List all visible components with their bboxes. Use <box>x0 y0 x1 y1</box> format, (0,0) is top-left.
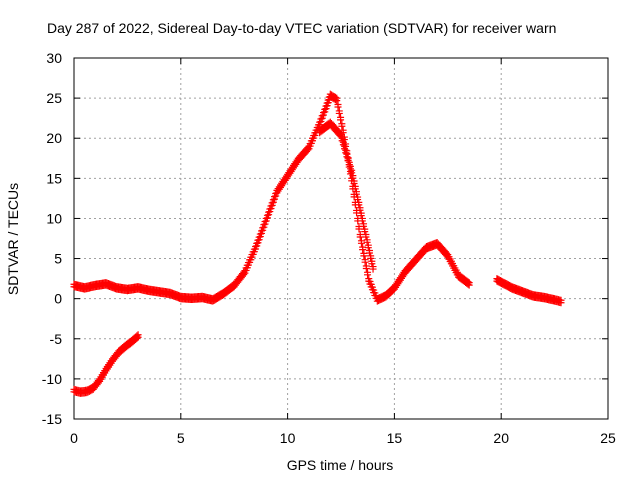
x-tick-label: 10 <box>280 430 296 446</box>
data-point-band <box>265 211 273 219</box>
grid <box>74 58 608 419</box>
data-point-band <box>335 109 343 117</box>
x-tick-label: 5 <box>177 430 185 446</box>
x-tick-label: 15 <box>387 430 403 446</box>
data-point-band <box>337 116 345 124</box>
data-point-band <box>331 96 339 104</box>
data-point-band <box>266 208 274 216</box>
series-sdtvar-early-segment- <box>70 331 142 397</box>
data-point-band <box>257 229 265 237</box>
y-tick-label: 10 <box>46 210 62 226</box>
data-point-band <box>369 265 377 273</box>
series-sdtvar <box>70 90 565 307</box>
data-point-band <box>272 192 280 200</box>
data-point-band <box>268 201 276 209</box>
y-tick-label: -15 <box>42 411 62 427</box>
data-point-band <box>271 195 279 203</box>
data-point-band <box>341 145 349 153</box>
plot-frame <box>73 57 609 420</box>
data-point-band <box>94 379 102 387</box>
data-point-band <box>256 233 264 241</box>
data-point-band <box>263 214 271 222</box>
data-point-band <box>318 114 326 122</box>
data-point-band <box>346 165 354 173</box>
y-tick-label: -5 <box>50 331 63 347</box>
data-point-band <box>240 271 248 279</box>
data-point-band <box>359 246 367 254</box>
data-point-band <box>557 299 565 307</box>
data-points <box>70 90 565 397</box>
data-point-band <box>345 161 353 169</box>
data-point-band <box>267 204 275 212</box>
x-axis-title: GPS time / hours <box>287 457 394 473</box>
data-point-band <box>324 99 332 107</box>
data-point-band <box>364 271 372 279</box>
y-tick-label: 15 <box>46 170 62 186</box>
y-tick-label: 25 <box>46 90 62 106</box>
data-point-band <box>260 223 268 231</box>
data-point-band <box>334 103 342 111</box>
data-point-band <box>321 108 329 116</box>
y-tick-label: 30 <box>46 50 62 66</box>
y-tick-label: 0 <box>54 291 62 307</box>
data-point-band <box>269 198 277 206</box>
data-point-band <box>343 153 351 161</box>
data-point-band <box>262 217 270 225</box>
data-point-band <box>261 220 269 228</box>
data-point-band <box>339 141 347 149</box>
y-tick-label: -10 <box>42 371 62 387</box>
data-point-band <box>304 146 312 154</box>
data-point-band <box>253 242 261 250</box>
data-point-band <box>333 97 341 105</box>
data-point-band <box>464 280 472 288</box>
data-point-band <box>133 334 141 342</box>
chart-title: Day 287 of 2022, Sidereal Day-to-day VTE… <box>47 20 556 36</box>
data-point-band <box>255 236 263 244</box>
data-point-band <box>362 265 370 273</box>
data-point-band <box>465 281 473 289</box>
x-tick-label: 25 <box>600 430 616 446</box>
x-tick-label: 0 <box>70 430 78 446</box>
y-tick-label: 5 <box>54 251 62 267</box>
data-point-band <box>254 239 262 247</box>
data-point-band <box>338 137 346 145</box>
data-point-band <box>360 252 368 260</box>
axis-ticks: 0 5 10 15 20 25 -15 -10 -5 0 5 10 15 20 25 30 <box>42 50 616 446</box>
x-tick-label: 20 <box>493 430 509 446</box>
y-axis-title: SDTVAR / TECUs <box>5 183 21 295</box>
data-point-band <box>319 111 327 119</box>
data-point-band <box>361 258 369 266</box>
data-point-band <box>259 226 267 234</box>
data-point-band <box>252 245 260 253</box>
data-point-band <box>338 122 346 130</box>
data-point-band <box>342 149 350 157</box>
data-point-band <box>134 333 142 341</box>
data-point-band <box>337 133 345 141</box>
data-point-band <box>344 157 352 165</box>
data-point-band <box>323 102 331 110</box>
data-point-band <box>317 117 325 125</box>
data-point-band <box>322 105 330 113</box>
series-sdtvar-second-track- <box>316 118 377 273</box>
y-tick-label: 20 <box>46 130 62 146</box>
data-point-band <box>357 239 365 247</box>
